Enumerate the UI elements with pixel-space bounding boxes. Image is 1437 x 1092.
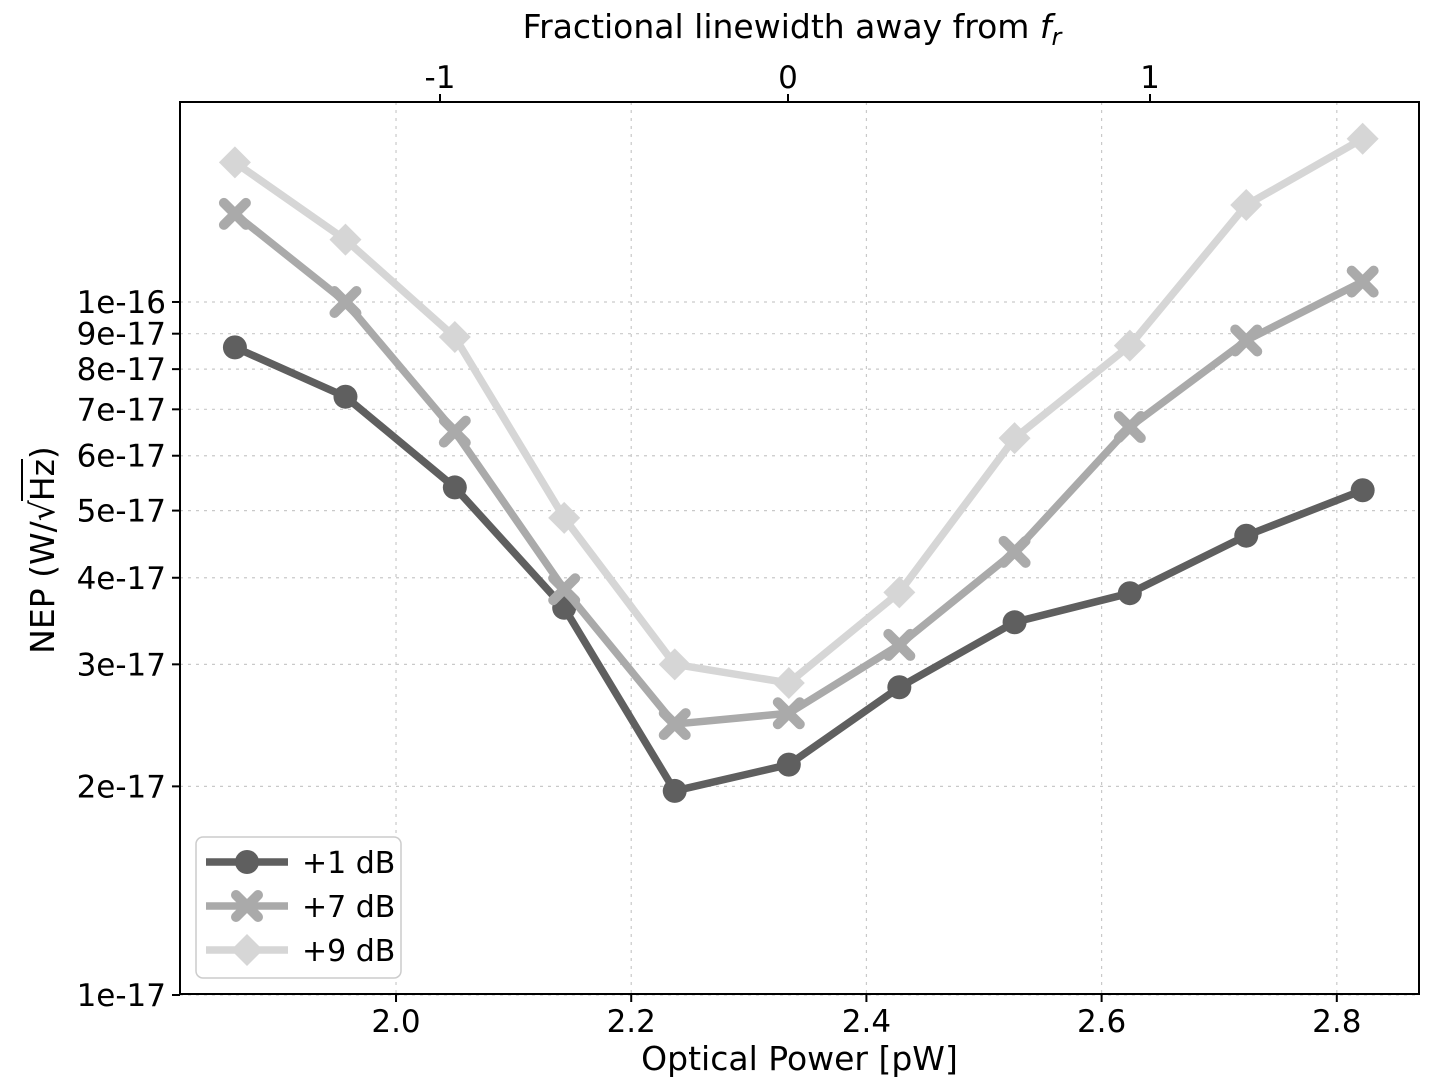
data-point-diamond [218,146,251,179]
y-tick-label: 2e-17 [77,769,166,805]
x-tick-label: 2.6 [1077,1004,1126,1040]
legend-entry-label: +9 dB [302,934,395,969]
data-point-circle [662,778,687,803]
data-point-diamond [1346,122,1379,155]
y-axis-label-unit: Hz [21,459,62,502]
data-point-diamond [231,934,263,966]
data-point-diamond [548,501,581,534]
y-tick-label: 1e-16 [77,285,166,321]
data-point-circle [1002,610,1027,635]
y-tick-label: 9e-17 [77,317,166,353]
data-point-x [1346,265,1379,298]
y-tick-label: 5e-17 [77,494,166,530]
legend: +1 dB +7 dB +9 dB [195,836,402,979]
data-point-x [438,415,471,448]
data-point-x [1113,411,1146,444]
y-axis-label-suffix: ) [23,446,62,460]
data-point-x [658,708,691,741]
data-point-x [329,285,362,318]
data-point-circle [776,752,801,777]
legend-entry: +1 dB [206,846,395,881]
sqrt-symbol: √ [23,500,62,522]
data-point-circle [1117,581,1142,606]
x-tick-label: 2.0 [371,1004,420,1040]
legend-entry-label: +7 dB [302,890,395,925]
data-point-circle [1350,478,1375,503]
top-axis-title-text: Fractional linewidth away from [522,7,1040,46]
top-tick-label: 0 [778,60,798,96]
data-point-diamond [329,223,362,256]
data-point-x [883,628,916,661]
top-tick-label: 1 [1140,60,1160,96]
data-point-circle [1234,523,1259,548]
data-point-x [218,197,251,230]
y-tick-label: 1e-17 [77,978,166,1014]
data-point-diamond [1113,329,1146,362]
x-tick-label: 2.2 [607,1004,656,1040]
y-axis-label-prefix: NEP (W/ [23,521,62,654]
y-axis-label: NEP (W/√Hz) [21,395,65,705]
data-point-diamond [1230,189,1263,222]
series-plus9-dB [218,122,1379,699]
y-tick-label: 7e-17 [77,392,166,428]
y-tick-label: 6e-17 [77,439,166,475]
top-axis-title-subscript: r [1051,23,1062,51]
series-line [231,135,1367,687]
data-point-diamond [772,666,805,699]
plot-border [179,101,1420,995]
top-tick-label: -1 [425,60,456,96]
series-plus7-dB [218,197,1379,741]
x-axis-label: Optical Power [pW] [641,1039,958,1078]
data-point-circle [887,675,912,700]
y-tick-label: 8e-17 [77,352,166,388]
y-tick-label: 3e-17 [77,647,166,683]
data-point-x [772,697,805,730]
legend-entry-label: +1 dB [302,846,395,881]
series-plus1-dB [222,335,1375,803]
y-tick-label: 4e-17 [77,561,166,597]
data-point-circle [442,475,467,500]
data-point-diamond [438,321,471,354]
data-point-circle [333,384,358,409]
tick-marks [172,94,1338,1002]
x-tick-label: 2.4 [842,1004,891,1040]
tick-labels: 2.0 2.2 2.4 2.6 2.8 1e-17 2e-17 3e-17 4e-17 5e-17… [77,60,1362,1040]
legend-entry: +7 dB [206,890,395,925]
legend-entry: +9 dB [206,934,395,969]
data-point-circle [222,335,247,360]
data-point-x [231,890,263,922]
data-point-diamond [658,648,691,681]
top-axis-title-variable: f [1039,7,1052,46]
top-axis-title: Fractional linewidth away from fr [392,8,1192,56]
data-point-diamond [998,422,1031,455]
data-point-circle [235,850,259,874]
data-point-x [1230,324,1263,357]
x-tick-label: 2.8 [1312,1004,1361,1040]
data-point-x [548,573,581,606]
data-point-diamond [883,576,916,609]
data-point-x [998,535,1031,568]
